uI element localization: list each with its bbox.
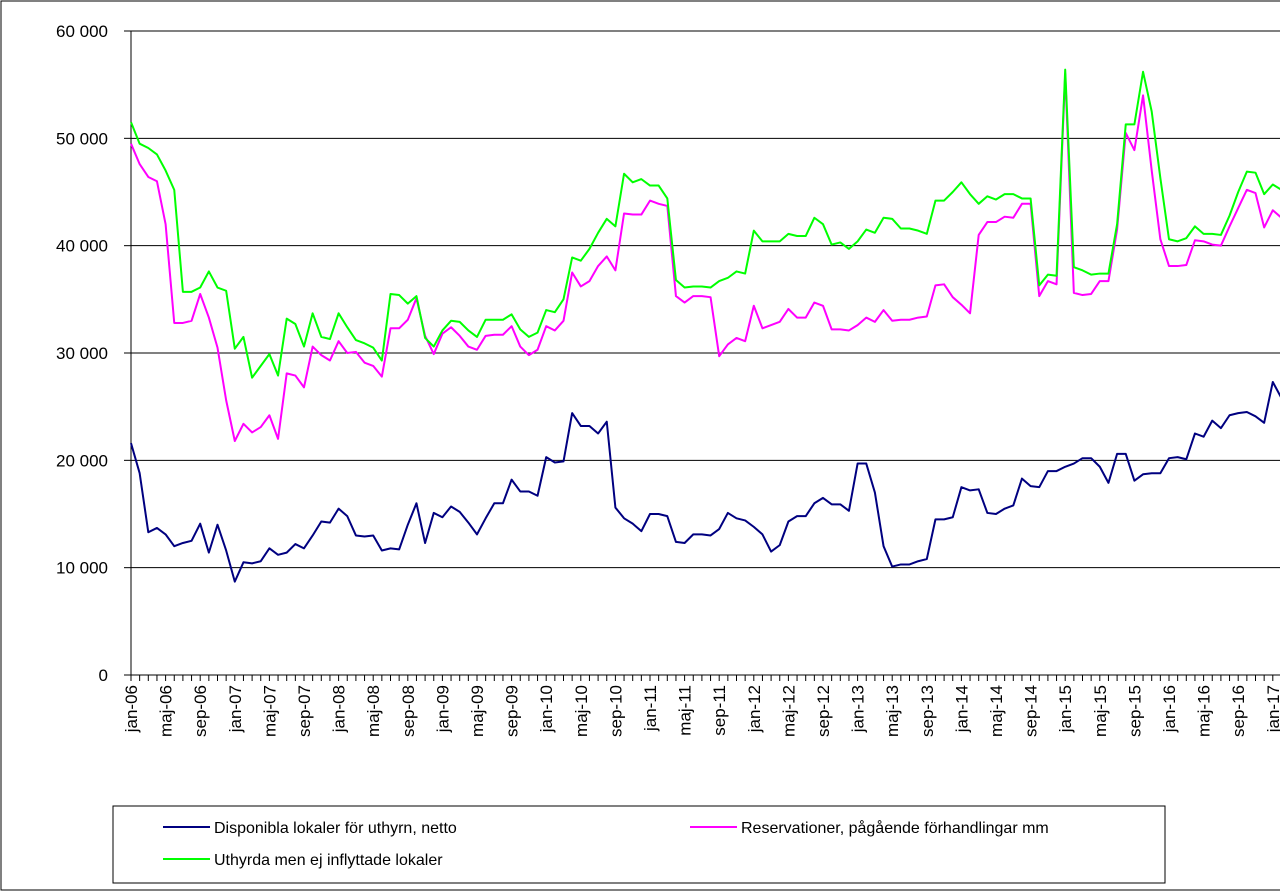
legend-label: Disponibla lokaler för uthyrn, netto <box>214 820 457 837</box>
x-tick-label: jan-14 <box>952 685 971 733</box>
x-tick-label: sep-13 <box>918 685 937 737</box>
series-line <box>130 72 1280 443</box>
y-tick-label: 50 000 <box>56 129 108 148</box>
x-tick-label: maj-16 <box>1195 685 1214 737</box>
x-tick-label: sep-11 <box>710 685 729 736</box>
x-tick-label: maj-11 <box>676 685 695 736</box>
legend-box <box>112 805 1166 884</box>
legend-label: Reservationer, pågående förhandlingar mm <box>741 819 1049 837</box>
y-tick-label: 30 000 <box>56 344 108 363</box>
y-tick-label: 0 <box>99 666 108 685</box>
x-tick-label: sep-08 <box>399 685 418 737</box>
x-tick-label: jan-17 <box>1264 685 1280 733</box>
x-tick-label: jan-07 <box>226 685 245 733</box>
x-tick-label: maj-08 <box>364 685 383 737</box>
x-tick-label: maj-13 <box>883 685 902 737</box>
series-line <box>130 380 1280 583</box>
x-tick-label: jan-06 <box>122 685 141 733</box>
x-tick-label: jan-12 <box>745 685 764 733</box>
y-tick-label: 20 000 <box>56 451 108 470</box>
x-tick-label: sep-12 <box>814 685 833 737</box>
x-tick-label: jan-15 <box>1056 685 1075 733</box>
x-tick-label: sep-10 <box>606 685 625 737</box>
x-tick-label: sep-07 <box>295 685 314 737</box>
x-tick-label: sep-16 <box>1229 685 1248 737</box>
x-tick-label: jan-11 <box>641 685 660 732</box>
x-tick-label: jan-09 <box>433 685 452 733</box>
y-tick-label: 60 000 <box>56 22 108 41</box>
x-tick-label: sep-09 <box>503 685 522 737</box>
x-tick-label: jan-16 <box>1160 685 1179 733</box>
x-tick-label: jan-10 <box>537 685 556 733</box>
x-tick-label: maj-15 <box>1091 685 1110 737</box>
x-tick-label: maj-09 <box>468 685 487 737</box>
x-tick-label: jan-13 <box>849 685 868 733</box>
x-tick-label: maj-12 <box>779 685 798 737</box>
x-tick-label: sep-15 <box>1125 685 1144 737</box>
x-tick-label: maj-10 <box>572 685 591 737</box>
y-tick-label: 40 000 <box>56 237 108 256</box>
x-tick-label: maj-07 <box>260 685 279 737</box>
series-line <box>130 68 1280 379</box>
x-tick-label: maj-06 <box>157 685 176 737</box>
y-tick-label: 10 000 <box>56 559 108 578</box>
legend-label: Uthyrda men ej inflyttade lokaler <box>214 852 443 869</box>
x-tick-label: sep-14 <box>1022 685 1041 737</box>
x-tick-label: jan-08 <box>330 685 349 733</box>
x-tick-label: sep-06 <box>191 685 210 737</box>
x-tick-label: maj-14 <box>987 685 1006 737</box>
